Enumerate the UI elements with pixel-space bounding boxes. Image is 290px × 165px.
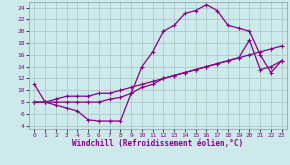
X-axis label: Windchill (Refroidissement éolien,°C): Windchill (Refroidissement éolien,°C) bbox=[72, 139, 244, 148]
